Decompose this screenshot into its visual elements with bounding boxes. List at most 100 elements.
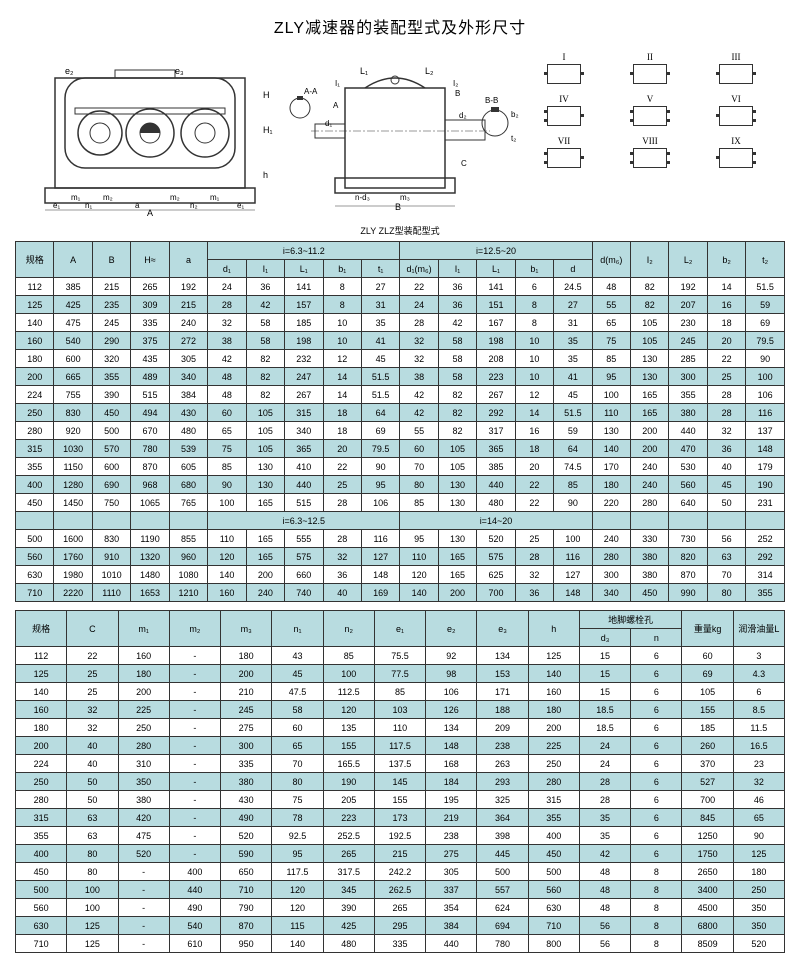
diagrams-row: A e₂ e₃ H H₁ h m₁ m₂ m₂ m₁ e₁ n₁ a n₂ e₁ [15, 48, 785, 218]
table-cell: 700 [477, 584, 515, 602]
table-cell: 200 [246, 566, 284, 584]
table-cell: 14 [707, 278, 745, 296]
table-row: 1605402903752723858198104132581981035751… [16, 332, 785, 350]
table-cell: 32 [67, 719, 118, 737]
table-cell: 105 [246, 440, 284, 458]
table-cell: 205 [323, 791, 374, 809]
config-box-icon [719, 64, 753, 84]
table-cell: 105 [682, 683, 733, 701]
table-cell: 90 [746, 350, 785, 368]
front-view-diagram: A e₂ e₃ H H₁ h m₁ m₂ m₂ m₁ e₁ n₁ a n₂ e₁ [15, 48, 285, 218]
table-cell: 63 [67, 827, 118, 845]
svg-text:m₃: m₃ [400, 193, 410, 202]
table-cell: 494 [131, 404, 169, 422]
table-cell: 320 [92, 350, 130, 368]
table-cell: 267 [477, 386, 515, 404]
table-cell: 280 [16, 422, 54, 440]
table-cell: 140 [592, 440, 630, 458]
table-cell: 100 [592, 386, 630, 404]
table-cell: 710 [221, 881, 272, 899]
table-cell: 40 [323, 584, 361, 602]
table-cell: 82 [246, 368, 284, 386]
table-cell: 335 [131, 314, 169, 332]
table-cell: 180 [16, 350, 54, 368]
table-cell [631, 512, 669, 530]
table-cell: 32 [67, 701, 118, 719]
table-cell: 232 [285, 350, 323, 368]
table-cell: 165 [246, 530, 284, 548]
table-cell: 355 [746, 584, 785, 602]
table-cell: 500 [16, 530, 54, 548]
table-cell: 240 [246, 584, 284, 602]
table-cell: 340 [285, 422, 323, 440]
table-cell: 250 [118, 719, 169, 737]
table-cell: 160 [118, 647, 169, 665]
table-cell: 90 [361, 458, 399, 476]
col-b2: b₂ [707, 242, 745, 278]
table-cell: 425 [323, 917, 374, 935]
table-cell: 285 [669, 350, 707, 368]
table-cell: 354 [426, 899, 477, 917]
table-cell: 36 [438, 278, 476, 296]
table-cell: 169 [361, 584, 399, 602]
config-box-icon [547, 148, 581, 168]
table-cell: 18.5 [579, 701, 630, 719]
table-cell: 80 [400, 476, 438, 494]
table-cell: 100 [323, 665, 374, 683]
table-cell: 56 [579, 935, 630, 953]
table-row: 1404752453352403258185103528421678316510… [16, 314, 785, 332]
table-cell: 250 [16, 773, 67, 791]
table-cell: 527 [682, 773, 733, 791]
table-cell: 18 [707, 314, 745, 332]
table-cell: 340 [169, 368, 207, 386]
table-cell: 410 [285, 458, 323, 476]
table-cell: 125 [16, 296, 54, 314]
table-cell: 480 [169, 422, 207, 440]
table-cell: 145 [374, 773, 425, 791]
table-cell: 10 [515, 350, 553, 368]
table-cell: 35 [579, 827, 630, 845]
table-cell: 440 [426, 935, 477, 953]
table-cell: 968 [131, 476, 169, 494]
col-spec: 规格 [16, 242, 54, 278]
table-cell [707, 512, 745, 530]
table-cell: 540 [54, 332, 92, 350]
table-cell: 23 [733, 755, 784, 773]
table-cell: 200 [16, 368, 54, 386]
table-cell: 100 [67, 881, 118, 899]
table-row: 20066535548934048822471451.5385822310419… [16, 368, 785, 386]
table-cell: 670 [131, 422, 169, 440]
table-cell: 85 [400, 494, 438, 512]
table-cell: 28 [707, 404, 745, 422]
table-cell: 475 [54, 314, 92, 332]
col2-bolt: 地脚螺栓孔 [579, 611, 682, 629]
table-cell: 100 [208, 494, 246, 512]
table-cell: - [169, 791, 220, 809]
table-cell: 400 [16, 845, 67, 863]
table-cell: 151 [477, 296, 515, 314]
table-cell: 6 [631, 665, 682, 683]
svg-text:I₂: I₂ [453, 79, 458, 88]
col2-m3: m₃ [221, 611, 272, 647]
table-cell: 6 [631, 809, 682, 827]
table-cell: 490 [169, 899, 220, 917]
table-cell: 240 [592, 530, 630, 548]
table-cell: 555 [285, 530, 323, 548]
table-cell: 77.5 [374, 665, 425, 683]
table-cell: 40 [67, 737, 118, 755]
table-cell: 470 [669, 440, 707, 458]
table-cell: 105 [438, 458, 476, 476]
table-cell: 59 [746, 296, 785, 314]
table-cell: 55 [400, 422, 438, 440]
table-cell: 35 [361, 314, 399, 332]
table-cell: 65 [592, 314, 630, 332]
table-cell: 32 [208, 314, 246, 332]
table-cell: 247 [285, 368, 323, 386]
col-I1b: I₁ [438, 260, 476, 278]
svg-text:A-A: A-A [304, 87, 318, 96]
table-row: 2809205006704806510534018695582317165913… [16, 422, 785, 440]
table-cell: 130 [438, 476, 476, 494]
table-cell: 400 [528, 827, 579, 845]
table-cell: 28 [323, 494, 361, 512]
table-cell: 41 [361, 332, 399, 350]
